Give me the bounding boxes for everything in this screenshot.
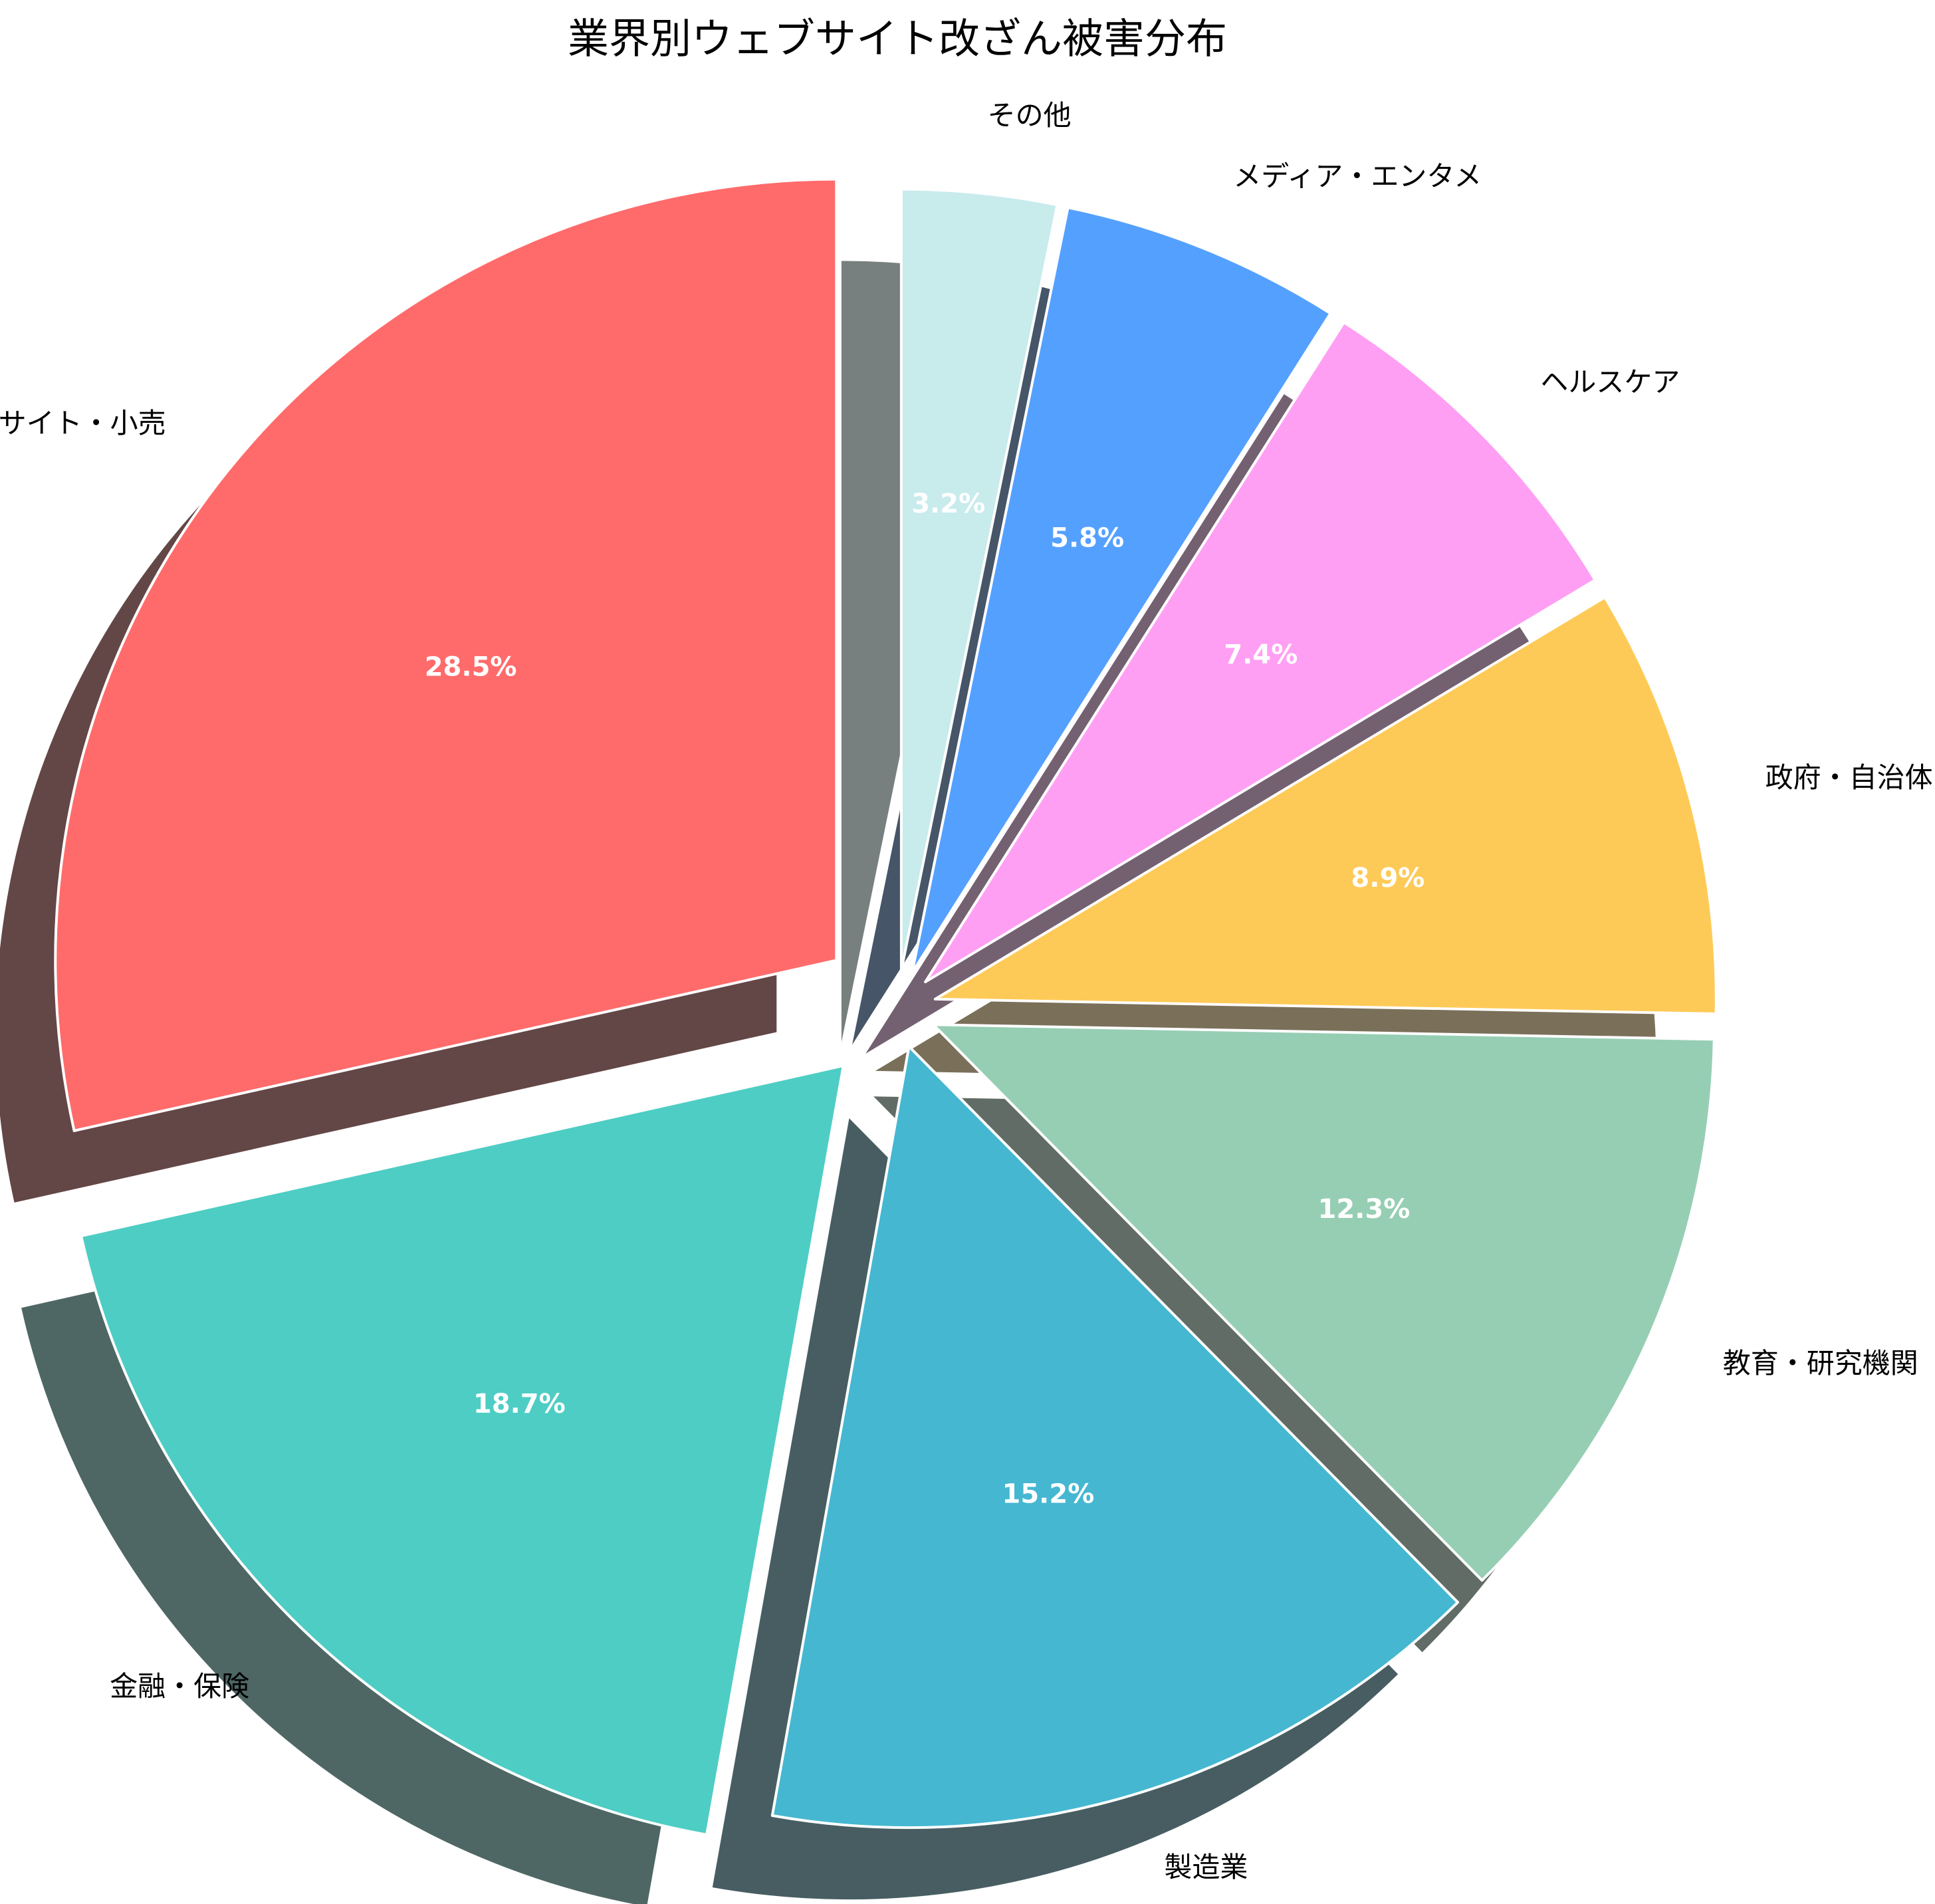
- slice-4-category-label: 教育・研究機関: [1723, 1347, 1918, 1379]
- slice-8-percent-label: 3.2%: [911, 489, 985, 519]
- slice-1-category-label: ECサイト・小売: [0, 407, 166, 439]
- slice-4-percent-label: 12.3%: [1318, 1194, 1411, 1225]
- slice-6-category-label: ヘルスケア: [1540, 366, 1680, 398]
- slice-8-wedge: [899, 187, 1059, 972]
- slice-5-category-label: 政府・自治体: [1765, 761, 1933, 794]
- slice-6-percent-label: 7.4%: [1224, 640, 1298, 670]
- slice-1-percent-label: 28.5%: [425, 652, 517, 683]
- slice-3-wedge: [770, 1045, 1460, 1830]
- slice-2-percent-label: 18.7%: [473, 1389, 566, 1419]
- slice-3-category-label: 製造業: [1164, 1851, 1248, 1883]
- slice-7-category-label: メディア・エンタメ: [1233, 160, 1482, 192]
- percent-label-layer: 28.5% 18.7% 15.2% 12.3% 8.9% 7.4% 5.8% 3.2%: [425, 489, 1425, 1509]
- slice-7-wedge: [911, 206, 1332, 975]
- slice-4-wedge: [932, 1023, 1716, 1582]
- slice-5-percent-label: 8.9%: [1351, 863, 1424, 893]
- slice-1-wedge: [54, 178, 838, 1132]
- slice-8-category-label: その他: [988, 99, 1072, 132]
- slice-5-wedge: [933, 596, 1718, 1015]
- slice-3-percent-label: 15.2%: [1002, 1479, 1095, 1509]
- slice-2-category-label: 金融・保険: [110, 1670, 249, 1703]
- slice-6-wedge: [924, 320, 1597, 983]
- slice-2-wedge: [80, 1064, 845, 1836]
- slice-7-percent-label: 5.8%: [1050, 523, 1124, 554]
- slice-layer: [54, 178, 1718, 1836]
- chart-title: 業界別ウェブサイト改ざん被害分布: [568, 15, 1227, 63]
